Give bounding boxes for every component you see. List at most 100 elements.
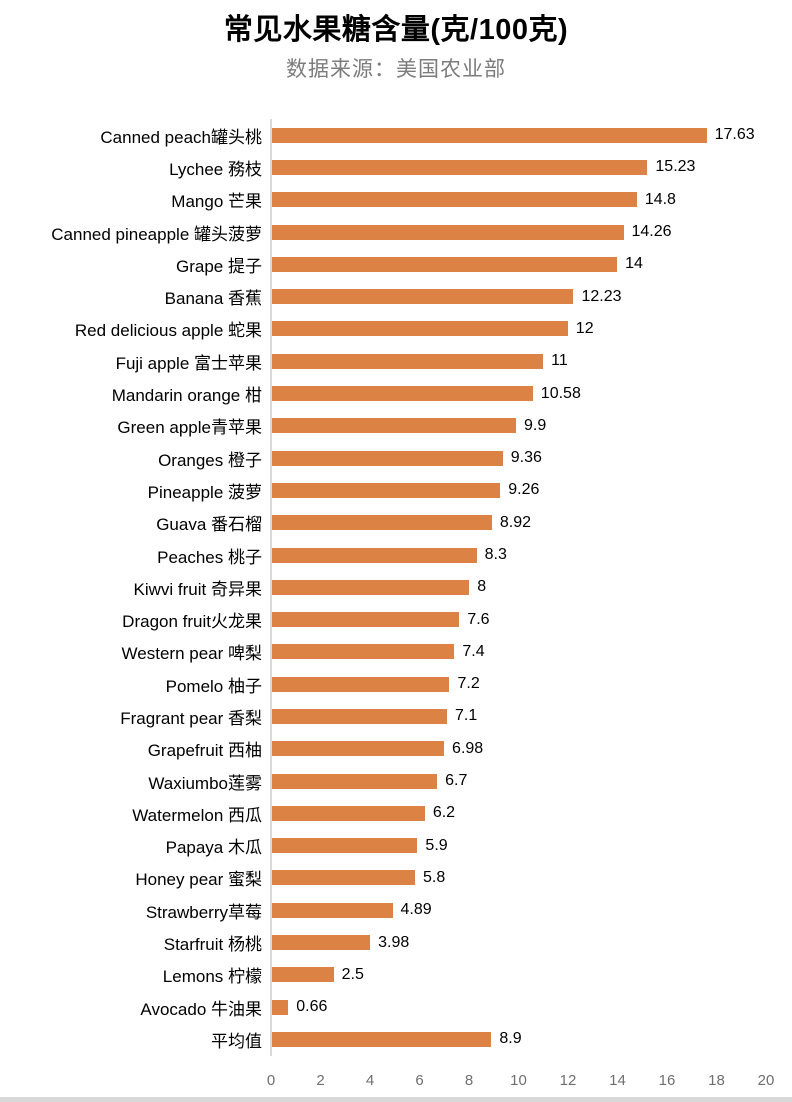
category-label: Pineapple 菠萝 [147,482,262,502]
category-label: Banana 香蕉 [164,289,262,309]
x-axis-tick-label: 12 [559,1071,577,1089]
value-label: 3.98 [378,933,410,951]
value-label: 2.5 [341,965,364,983]
row-plot: 0.66 [270,991,765,1023]
bar [272,192,637,208]
chart-row: Grape 提子 14 [0,248,792,280]
row-plot: 4.89 [270,894,765,926]
value-label: 15.23 [655,158,696,176]
chart-title: 常见水果糖含量(克/100克) [223,14,569,46]
category-label: Watermelon 西瓜 [132,805,262,825]
x-axis-tick-label: 8 [464,1071,474,1089]
bar [272,482,501,498]
chart-row: Honey pear 蜜梨 5.8 [0,862,792,894]
value-label: 17.63 [714,126,755,144]
category-label: Avocado 牛油果 [140,999,262,1019]
value-label: 7.4 [462,642,485,660]
x-axis-tick-label: 16 [658,1071,676,1089]
bar [272,708,447,724]
category-label: Honey pear 蜜梨 [135,870,262,890]
row-plot: 6.98 [270,733,765,765]
row-plot: 14.8 [270,184,765,216]
bar [272,935,371,951]
x-axis-tick-label: 14 [609,1071,626,1089]
x-axis-ticks: 0 2 4 6 8 10 12 14 16 18 20 [267,1066,775,1102]
bar [272,999,289,1015]
value-label: 8 [477,578,487,596]
row-plot: 8.9 [270,1023,765,1055]
chart-row: Oranges 橙子 9.36 [0,442,792,474]
category-label: Peaches 桃子 [157,547,262,567]
value-label: 14.8 [644,190,676,208]
value-label: 14.26 [631,223,672,241]
x-axis-tick-label: 18 [708,1071,725,1089]
category-label: Canned peach罐头桃 [100,127,262,147]
bar [272,386,533,402]
chart-row: Fragrant pear 香梨 7.1 [0,700,792,732]
x-axis-tick-label: 20 [757,1071,775,1089]
bar [272,902,393,918]
row-plot: 9.9 [270,410,765,442]
category-label: Guava 番石榴 [156,515,262,535]
row-plot: 12.23 [270,280,765,312]
chart-row: 平均值 8.9 [0,1023,792,1055]
category-label: Kiwvi fruit 奇异果 [133,579,262,599]
bar [272,418,517,434]
bar [272,870,415,886]
category-label: Canned pineapple 罐头菠萝 [51,224,262,244]
row-plot: 8.92 [270,507,765,539]
bar [272,741,445,757]
bar [272,353,544,369]
chart-row: Pineapple 菠萝 9.26 [0,474,792,506]
category-label: Fuji apple 富士苹果 [115,353,262,373]
row-plot: 9.26 [270,474,765,506]
row-plot: 6.2 [270,797,765,829]
x-axis-tick-label: 0 [266,1071,276,1089]
category-label: Strawberry草莓 [145,902,262,922]
chart-row: Guava 番石榴 8.92 [0,507,792,539]
row-plot: 12 [270,313,765,345]
row-plot: 14 [270,248,765,280]
value-label: 12 [575,319,594,337]
row-plot: 7.1 [270,700,765,732]
category-label: Lychee 務枝 [169,159,262,179]
value-label: 0.66 [296,998,328,1016]
category-label: Pomelo 柚子 [165,676,262,696]
chart-row: Mango 芒果 14.8 [0,184,792,216]
bar [272,547,477,563]
bar [272,256,618,272]
bar [272,159,648,175]
chart-row: Lemons 柠檬 2.5 [0,959,792,991]
chart-row: Fuji apple 富士苹果 11 [0,345,792,377]
row-plot: 5.9 [270,830,765,862]
value-label: 7.2 [457,675,480,693]
bar-chart: Canned peach罐头桃 17.63 Lychee 務枝 15.23 Mango … [0,119,792,1102]
chart-row: Pomelo 柚子 7.2 [0,668,792,700]
category-label: Dragon fruit火龙果 [122,612,262,632]
category-label: Grape 提子 [176,256,262,276]
row-plot: 3.98 [270,926,765,958]
bar [272,967,334,983]
bar [272,127,707,143]
category-label: Fragrant pear 香梨 [120,708,262,728]
chart-subtitle: 数据来源：美国农业部 [286,58,506,81]
row-plot: 17.63 [270,119,765,151]
bar [272,224,624,240]
chart-row: Grapefruit 西柚 6.98 [0,733,792,765]
row-plot: 14.26 [270,216,765,248]
chart-row: Western pear 啤梨 7.4 [0,636,792,668]
bar [272,773,438,789]
row-plot: 2.5 [270,959,765,991]
bar [272,321,568,337]
bar [272,579,470,595]
value-label: 11 [551,352,568,370]
row-plot: 10.58 [270,377,765,409]
category-label: Waxiumbo莲雾 [148,773,262,793]
chart-row: Waxiumbo莲雾 6.7 [0,765,792,797]
value-label: 8.92 [499,513,532,531]
bar [272,805,425,821]
category-label: Papaya 木瓜 [165,838,262,858]
bar [272,515,492,531]
chart-row: Avocado 牛油果 0.66 [0,991,792,1023]
chart-row: Kiwvi fruit 奇异果 8 [0,571,792,603]
